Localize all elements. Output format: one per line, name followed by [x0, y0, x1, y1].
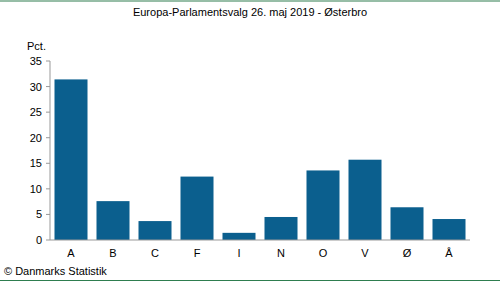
y-tick-label: 30 [30, 81, 42, 93]
bar [97, 201, 130, 240]
chart: Europa-Parlamentsvalg 26. maj 2019 - Øst… [0, 0, 500, 282]
x-tick-label: O [319, 247, 328, 259]
bar [349, 160, 382, 240]
x-tick-label: I [237, 247, 240, 259]
y-tick-label: 10 [30, 183, 42, 195]
y-tick-label: 35 [30, 55, 42, 67]
bar [391, 207, 424, 240]
x-tick-label: N [277, 247, 285, 259]
y-tick [46, 86, 50, 87]
bar [265, 217, 298, 240]
y-tick [46, 240, 50, 241]
bar [223, 233, 256, 240]
x-axis [50, 240, 470, 241]
y-tick-label: 20 [30, 132, 42, 144]
copyright: © Danmarks Statistik [4, 265, 107, 277]
x-tick-label: A [67, 247, 75, 259]
bars [55, 79, 466, 240]
y-tick-label: 15 [30, 157, 42, 169]
top-rule [0, 1, 500, 2]
x-tick-label: Ø [403, 247, 412, 259]
bar [139, 221, 172, 240]
y-axis-label: Pct. [27, 40, 46, 52]
bar [307, 170, 340, 240]
y-tick [46, 214, 50, 215]
y-axis [50, 61, 51, 240]
bar [433, 219, 466, 240]
bar [181, 177, 214, 240]
x-tick-label: B [109, 247, 116, 259]
x-tick-label: C [151, 247, 159, 259]
y-tick-label: 25 [30, 106, 42, 118]
y-tick [46, 61, 50, 62]
y-tick-label: 0 [36, 234, 42, 246]
y-tick [46, 163, 50, 164]
y-tick-label: 5 [36, 208, 42, 220]
x-tick-label: Å [445, 247, 453, 259]
x-tick-label: F [194, 247, 201, 259]
bar [55, 79, 88, 240]
y-tick [46, 188, 50, 189]
bottom-rule [0, 280, 500, 281]
y-tick [46, 112, 50, 113]
title: Europa-Parlamentsvalg 26. maj 2019 - Øst… [133, 6, 367, 18]
x-tick-label: V [361, 247, 369, 259]
y-tick [46, 137, 50, 138]
